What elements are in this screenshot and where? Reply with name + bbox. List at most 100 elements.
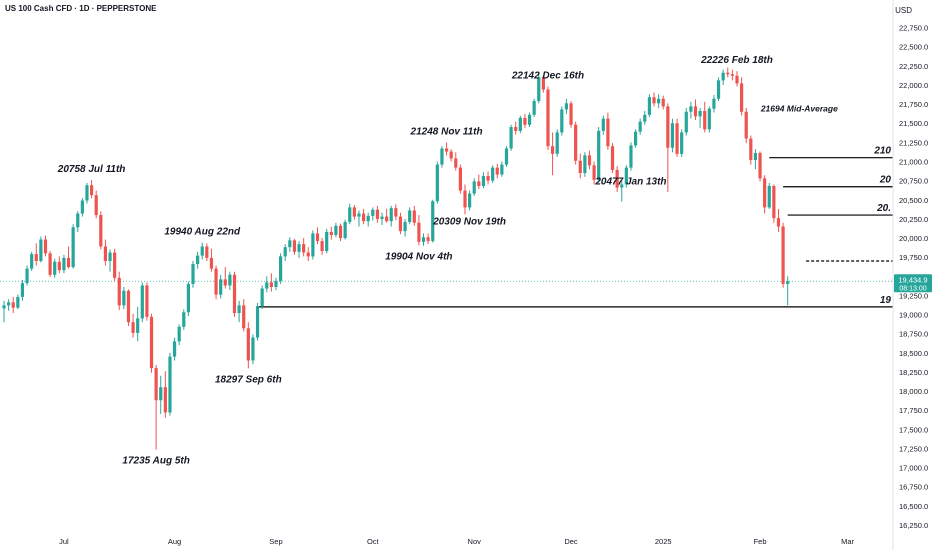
candle-body (343, 221, 347, 239)
candle-body (361, 213, 366, 222)
annotation-label: 19904 Nov 4th (385, 251, 452, 262)
candle-body (375, 209, 380, 219)
candle-body (514, 127, 518, 131)
candle-body (366, 215, 370, 222)
candle-body (338, 225, 343, 239)
candle-body (772, 185, 776, 219)
candle-body (214, 268, 218, 295)
y-tick-label: 19,750.0 (899, 253, 928, 262)
candle-body (30, 254, 34, 269)
candle-body (149, 316, 154, 369)
candle-body (408, 210, 412, 222)
candle-body (647, 97, 651, 115)
levels-layer: 210 20 20. 19 (0, 146, 893, 308)
candle-body (163, 387, 167, 413)
candle-body (546, 89, 550, 147)
candle-body (500, 164, 504, 175)
candle-body (219, 279, 223, 295)
candle-body (592, 165, 596, 180)
candle-body (440, 148, 444, 165)
candle-body (108, 252, 112, 261)
candle-body (177, 326, 181, 342)
candle-body (537, 77, 541, 102)
candle-body (71, 227, 75, 268)
candle-body (20, 283, 25, 297)
candle-body (767, 185, 771, 208)
candle-body (371, 209, 375, 216)
y-tick-label: 22,750.0 (899, 24, 928, 33)
y-tick-label: 17,250.0 (899, 444, 928, 453)
candle-body (550, 146, 555, 154)
candle-body (182, 312, 186, 327)
candle-body (136, 318, 140, 333)
candle-body (532, 101, 536, 115)
candle-body (721, 72, 725, 81)
candle-body (200, 246, 204, 256)
annotation-label: 20758 Jul 11th (57, 164, 126, 175)
candle-body (463, 190, 467, 208)
candle-body (615, 169, 619, 188)
candle-body (486, 176, 490, 181)
x-tick-label: Sep (269, 537, 282, 546)
candle-body (348, 207, 352, 222)
candle-body (740, 83, 744, 112)
candle-body (269, 282, 273, 287)
annotations-layer: 20758 Jul 11th 17235 Aug 5th 19940 Aug 22n… (57, 55, 838, 466)
x-tick-label: Mar (841, 537, 854, 546)
candle-body (80, 200, 84, 214)
candle-body (412, 210, 416, 223)
candle-body (758, 153, 762, 179)
annotation-label: 18297 Sep 6th (215, 374, 282, 385)
candle-body (251, 337, 255, 361)
candle-body (684, 111, 688, 133)
y-tick-label: 18,500.0 (899, 349, 928, 358)
candle-body (716, 80, 721, 99)
candle-body (638, 121, 642, 132)
candle-body (34, 254, 38, 261)
candle-body (352, 207, 356, 217)
candle-body (223, 279, 227, 286)
y-tick-label: 17,000.0 (899, 464, 928, 473)
y-tick-label: 18,000.0 (899, 387, 928, 396)
candle-body (781, 226, 785, 284)
candle-body (329, 231, 333, 235)
candle-body (172, 341, 177, 357)
x-tick-label: Jul (59, 537, 69, 546)
candle-body (154, 368, 158, 401)
candle-body (726, 72, 730, 75)
candle-body (209, 257, 214, 269)
y-tick-label: 21,500.0 (899, 119, 928, 128)
price-badge-bg (894, 274, 932, 293)
candle-body (753, 153, 758, 160)
candle-body (564, 103, 569, 110)
candle-body (260, 288, 264, 307)
candle-body (523, 117, 527, 125)
annotation-label: 21694 Mid-Average (760, 103, 838, 113)
candle-body (444, 148, 449, 152)
candle-body (606, 118, 610, 147)
candle-body (39, 239, 43, 261)
candle-body (417, 222, 421, 242)
x-tick-label: Feb (754, 537, 767, 546)
candle-body (389, 208, 393, 222)
y-tick-label: 20,750.0 (899, 177, 928, 186)
candle-body (578, 160, 582, 173)
candle-body (113, 252, 117, 278)
candle-body (495, 167, 499, 175)
candle-body (122, 290, 126, 306)
candle-body (237, 305, 241, 314)
y-tick-label: 20,000.0 (899, 234, 928, 243)
candle-body (255, 306, 260, 338)
annotation-label: 17235 Aug 5th (122, 456, 189, 467)
candle-body (48, 253, 52, 275)
candle-body (560, 109, 564, 133)
candle-body (624, 167, 628, 185)
y-tick-label: 19,000.0 (899, 311, 928, 320)
candle-body (315, 233, 320, 242)
y-tick-label: 18,250.0 (899, 368, 928, 377)
candle-body (228, 274, 232, 286)
candle-body (394, 208, 398, 217)
candle-body (288, 240, 292, 248)
candle-body (458, 167, 462, 191)
